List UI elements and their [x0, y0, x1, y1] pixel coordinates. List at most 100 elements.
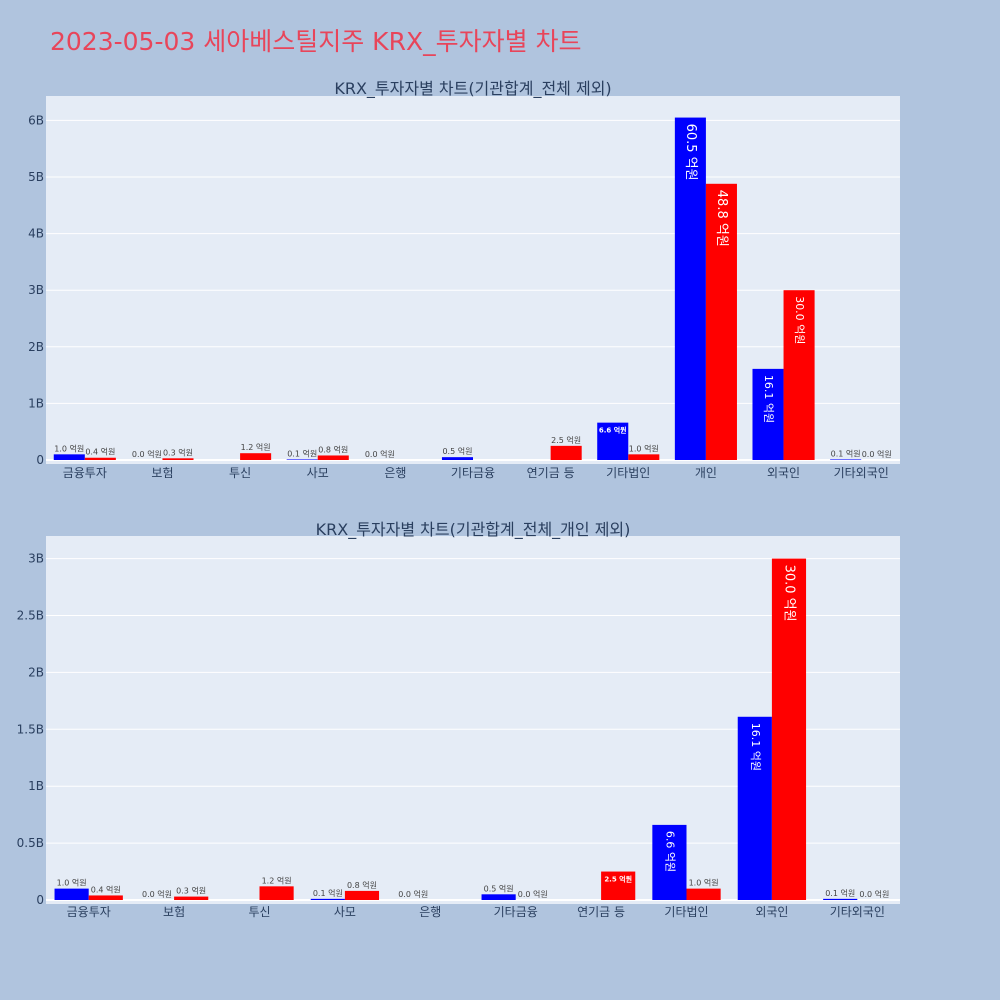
bar	[823, 898, 858, 900]
bar-label: 6.6 억원	[599, 426, 627, 435]
bar-label: 1.0 억원	[54, 443, 84, 453]
bar-label: 2.5 억원	[604, 875, 632, 884]
bar	[481, 894, 516, 900]
bar-label: 1.0 억원	[629, 443, 659, 453]
bar-label: 48.8 억원	[714, 190, 729, 247]
x-tick-label: 보험	[151, 466, 173, 480]
chart-2-group: KRX_투자자별 차트(기관합계_전체_개인 제외) 0 0.5B 1B 1.5B 2B 2…	[17, 520, 900, 919]
bar	[752, 368, 784, 460]
bar	[674, 117, 706, 460]
bar	[550, 445, 582, 460]
chart-title: KRX_투자자별 차트(기관합계_전체 제외)	[334, 79, 611, 99]
y-tick-label: 3B	[28, 283, 44, 297]
x-tick-label: 연기금 등	[577, 905, 625, 919]
bar	[88, 895, 123, 900]
x-tick-label: 금융투자	[67, 905, 111, 919]
bar	[344, 890, 380, 900]
bar	[628, 454, 660, 460]
bar-label: 0.4 억원	[85, 447, 115, 457]
bar-label: 1.2 억원	[262, 875, 292, 885]
bar	[737, 716, 772, 900]
bar-label: 0.8 억원	[347, 880, 377, 890]
bar	[652, 824, 687, 900]
chart-1-group: KRX_투자자별 차트(기관합계_전체 제외) 0 1B 2B 3B 4B 5B 6B 금융투자…	[28, 79, 900, 480]
bar-label: 30.0 억원	[793, 296, 806, 344]
x-tick-label: 사모	[307, 466, 329, 480]
bar-label: 16.1 억원	[749, 723, 762, 771]
y-tick-label: 6B	[28, 113, 44, 127]
bar-label: 0.4 억원	[91, 884, 121, 894]
bar-label: 0.1 억원	[313, 888, 343, 898]
bar	[174, 896, 209, 900]
bar-label: 2.5 억원	[551, 435, 581, 445]
bar-label: 0.0 억원	[862, 449, 892, 459]
bar	[597, 422, 629, 460]
bar-label: 0.0 억원	[142, 889, 172, 899]
bar	[240, 453, 272, 460]
y-tick-label: 2B	[28, 665, 44, 679]
x-tick-label: 보험	[163, 905, 185, 919]
x-tick-label: 기타법인	[606, 466, 650, 480]
bar-label: 1.0 억원	[689, 878, 719, 888]
bar-label: 0.1 억원	[287, 448, 317, 458]
bar	[53, 454, 85, 460]
x-tick-label: 은행	[384, 465, 406, 480]
bar	[771, 558, 807, 900]
bar-label: 16.1 억원	[762, 375, 775, 423]
y-tick-label: 3B	[28, 552, 44, 566]
bar	[317, 455, 349, 460]
page-title: 2023-05-03 세아베스틸지주 KRX_투자자별 차트	[50, 27, 582, 56]
bar-label: 0.1 억원	[825, 888, 855, 898]
y-tick-label: 5B	[28, 170, 44, 184]
bar-label: 0.0 억원	[518, 889, 548, 899]
y-tick-label: 4B	[28, 227, 44, 241]
x-tick-label: 투신	[229, 466, 251, 480]
bar-label: 0.3 억원	[163, 447, 193, 457]
chart-1: KRX_투자자별 차트(기관합계_전체 제외) 0 1B 2B 3B 4B 5B 6B 금융투자…	[28, 79, 900, 480]
bar-label: 1.2 억원	[241, 442, 271, 452]
bar	[830, 459, 862, 460]
x-tick-label: 금융투자	[63, 466, 107, 480]
bar	[162, 458, 194, 460]
bar-label: 6.6 억원	[663, 831, 676, 872]
bar-label: 0.0 억원	[132, 449, 162, 459]
x-tick-label: 외국인	[755, 905, 788, 919]
x-tick-label: 기타외국인	[830, 905, 885, 919]
y-tick-label: 0	[36, 453, 44, 467]
x-tick-label: 사모	[334, 905, 356, 919]
bar-label: 0.0 억원	[365, 449, 395, 459]
bar	[259, 886, 294, 900]
y-tick-label: 1.5B	[17, 722, 44, 736]
bar-label: 0.3 억원	[176, 886, 206, 896]
x-tick-label: 연기금 등	[527, 466, 575, 480]
bar-label: 60.5 억원	[683, 124, 698, 181]
y-tick-label: 0.5B	[17, 836, 44, 850]
x-tick-label: 기타외국인	[834, 466, 889, 480]
bar-label: 0.5 억원	[442, 446, 472, 456]
y-tick-label: 2.5B	[17, 609, 44, 623]
bar	[441, 457, 473, 460]
bar-label: 0.5 억원	[484, 883, 514, 893]
bar-label: 30.0 억원	[781, 565, 796, 622]
bar-label: 0.0 억원	[859, 889, 889, 899]
bar	[686, 888, 721, 900]
bar-label: 0.0 억원	[398, 889, 428, 899]
bar	[783, 290, 815, 460]
bar	[54, 888, 89, 900]
bar-label: 0.1 억원	[831, 448, 861, 458]
y-tick-label: 1B	[28, 779, 44, 793]
bar	[601, 871, 636, 900]
bar-label: 0.8 억원	[318, 444, 348, 454]
x-tick-label: 기타금융	[494, 905, 538, 919]
bar	[286, 459, 318, 460]
chart-title: KRX_투자자별 차트(기관합계_전체_개인 제외)	[316, 520, 631, 540]
y-tick-label: 1B	[28, 396, 44, 410]
bar	[705, 183, 737, 461]
x-tick-label: 기타금융	[451, 466, 495, 480]
x-tick-label: 기타법인	[664, 905, 708, 919]
x-tick-label: 은행	[419, 904, 441, 919]
x-tick-label: 외국인	[767, 466, 800, 480]
bar	[84, 457, 116, 460]
bar	[310, 898, 345, 900]
